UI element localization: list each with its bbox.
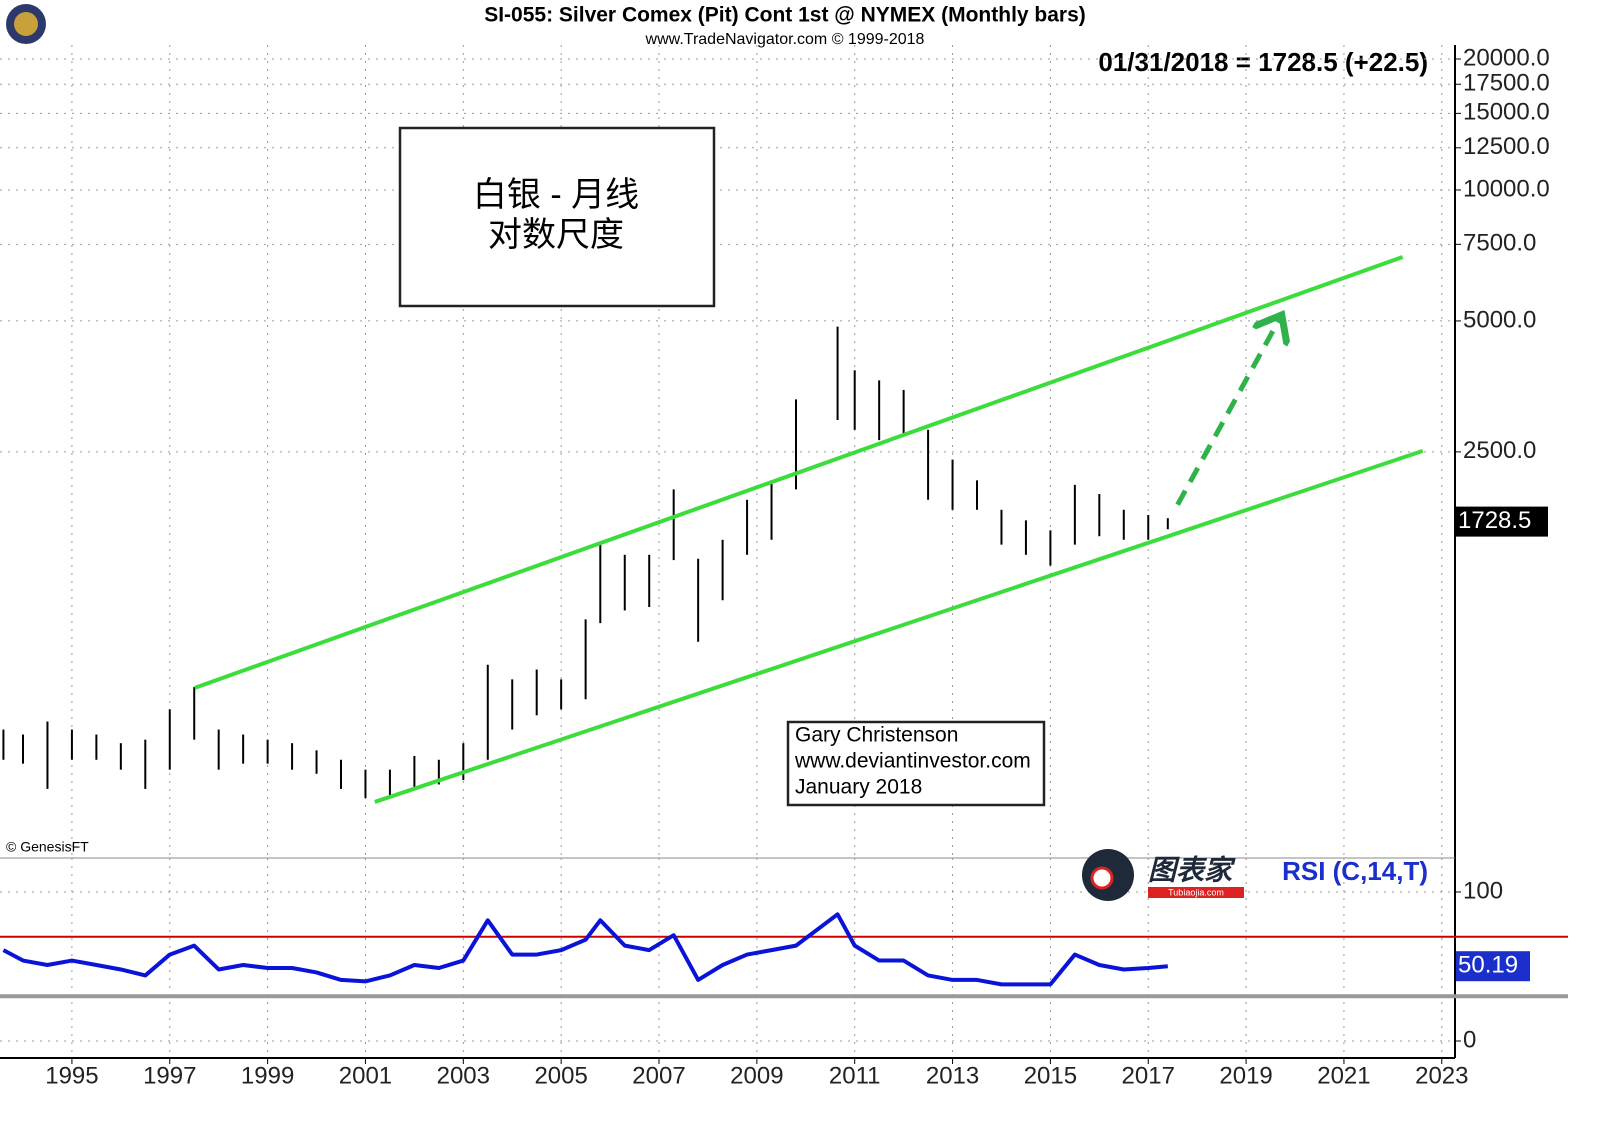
x-tick-label: 1997: [143, 1062, 196, 1089]
chart-subtitle: www.TradeNavigator.com © 1999-2018: [645, 31, 925, 48]
value-tag: 50.19: [1458, 952, 1518, 979]
x-tick-label: 1999: [241, 1062, 294, 1089]
x-tick-label: 2021: [1317, 1062, 1370, 1089]
note-text: 白银 - 月线: [473, 176, 639, 214]
forecast-arrow: [1175, 319, 1280, 506]
credit-box: [786, 720, 1046, 807]
x-tick-label: 2005: [534, 1062, 587, 1089]
x-tick-label: 2019: [1219, 1062, 1272, 1089]
credit-text: www.deviantinvestor.com: [794, 750, 1031, 773]
x-tick-label: 2009: [730, 1062, 783, 1089]
logo-inner: [14, 12, 38, 36]
watermark-icon: [1090, 866, 1114, 890]
trend-line: [374, 449, 1424, 804]
y-tick-label: 20000.0: [1463, 44, 1550, 71]
x-tick-label: 2017: [1122, 1062, 1175, 1089]
watermark-text: 图表家: [1148, 854, 1236, 885]
rsi-line: [2, 912, 1168, 987]
rsi-label: RSI (C,14,T): [1282, 856, 1428, 886]
x-tick-label: 2023: [1415, 1062, 1468, 1089]
x-tick-label: 1995: [45, 1062, 98, 1089]
watermark-sub: Tubiaojia.com: [1168, 887, 1224, 897]
x-tick-label: 2001: [339, 1062, 392, 1089]
x-tick-label: 2011: [829, 1062, 881, 1089]
watermark: 图表家 Tubiaojia.com: [1082, 849, 1244, 901]
y-tick-label: 12500.0: [1463, 133, 1550, 160]
y-tick-label: 100: [1463, 877, 1503, 904]
x-tick-label: 2003: [437, 1062, 490, 1089]
x-tick-label: 2013: [926, 1062, 979, 1089]
value-tag: 1728.5: [1458, 507, 1531, 534]
source: © GenesisFT: [6, 839, 89, 855]
credit-text: January 2018: [795, 776, 922, 799]
credit-text: Gary Christenson: [795, 724, 958, 747]
y-tick-label: 0: [1463, 1026, 1476, 1053]
x-tick-label: 2015: [1024, 1062, 1077, 1089]
y-tick-label: 5000.0: [1463, 306, 1536, 333]
note-box: [398, 126, 716, 308]
note-text: 对数尺度: [488, 216, 624, 254]
y-tick-label: 10000.0: [1463, 175, 1550, 202]
y-tick-label: 17500.0: [1463, 70, 1550, 97]
y-tick-label: 2500.0: [1463, 437, 1536, 464]
y-tick-label: 15000.0: [1463, 99, 1550, 126]
y-tick-label: 7500.0: [1463, 230, 1536, 257]
chart-title: SI-055: Silver Comex (Pit) Cont 1st @ NY…: [484, 4, 1086, 27]
trend-line: [194, 255, 1404, 690]
value-tag-bg: [1456, 506, 1548, 537]
logo: [6, 4, 46, 44]
x-tick-label: 2007: [632, 1062, 685, 1089]
last-quote: 01/31/2018 = 1728.5 (+22.5): [1098, 47, 1428, 77]
value-tag-bg: [1456, 951, 1530, 982]
watermark-band: [1148, 887, 1244, 898]
